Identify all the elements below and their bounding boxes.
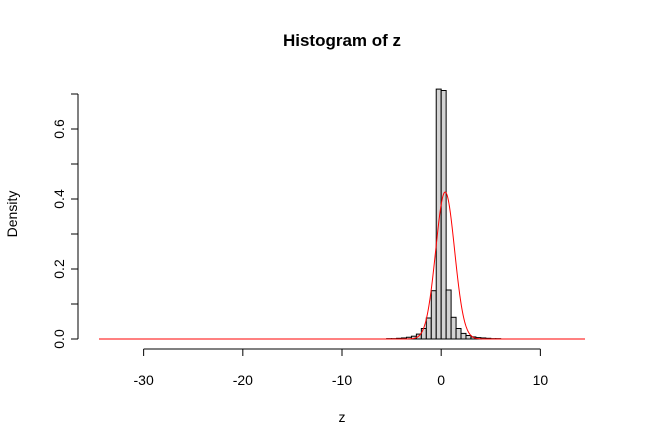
histogram-bar xyxy=(425,317,432,340)
y-tick-label: 0.4 xyxy=(51,189,67,209)
histogram-bar xyxy=(465,335,472,340)
chart-title: Histogram of z xyxy=(283,31,401,50)
y-tick-label: 0.6 xyxy=(51,119,67,139)
histogram-bar xyxy=(430,290,437,340)
histogram-bar xyxy=(420,328,427,340)
x-axis: -30 -20 -10 0 10 xyxy=(134,348,549,388)
histogram-bar xyxy=(435,88,442,340)
histogram-bar xyxy=(445,289,452,340)
x-tick-label: 0 xyxy=(437,372,445,388)
y-tick-label: 0.2 xyxy=(51,259,67,279)
x-tick-label: -20 xyxy=(233,372,253,388)
histogram-bars xyxy=(386,88,502,340)
density-curve-line xyxy=(99,191,585,340)
density-curve-layer xyxy=(99,191,585,340)
histogram-bar xyxy=(450,316,457,340)
x-tick-label: -10 xyxy=(332,372,352,388)
x-tick-label: -30 xyxy=(134,372,154,388)
x-axis-label: z xyxy=(339,409,346,425)
histogram-bar xyxy=(460,332,467,340)
histogram-bar xyxy=(440,90,447,340)
y-axis: 0.0 0.2 0.4 0.6 xyxy=(51,93,79,349)
x-tick-label: 10 xyxy=(533,372,549,388)
y-tick-label: 0.0 xyxy=(51,329,67,349)
y-axis-label: Density xyxy=(4,191,20,238)
histogram-bar xyxy=(455,328,462,340)
